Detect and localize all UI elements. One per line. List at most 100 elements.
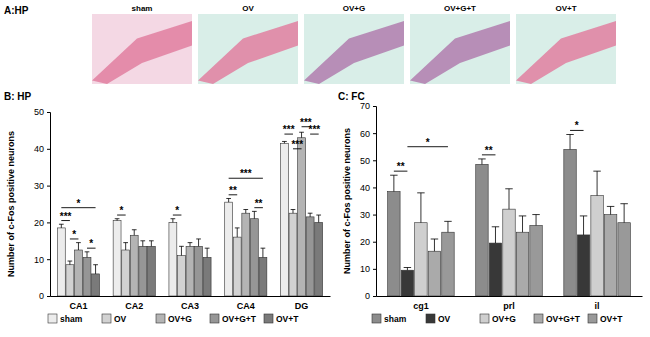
legend-label: sham <box>384 314 407 324</box>
tick-mark <box>47 222 50 223</box>
error-bar <box>620 204 627 223</box>
significance-label: *** <box>309 124 321 135</box>
micrograph-label: OV <box>242 4 254 13</box>
micrograph-bg <box>304 14 404 84</box>
error-bar <box>299 132 304 138</box>
tissue-band <box>516 21 616 84</box>
tissue-band <box>304 21 404 84</box>
bar <box>92 274 100 296</box>
series <box>415 171 604 296</box>
tissue-band <box>410 21 510 84</box>
bar <box>577 235 589 296</box>
axis-line <box>373 107 377 297</box>
legend-label: OV+T <box>600 314 623 324</box>
micrograph-bg <box>198 14 298 84</box>
tick-mark <box>373 133 376 134</box>
bar <box>233 237 241 296</box>
tick-label: 50 <box>34 107 44 117</box>
error-bar <box>188 243 193 247</box>
significance-label: ** <box>229 185 237 196</box>
chart-title: B: HP <box>4 91 32 102</box>
bar <box>280 143 288 296</box>
error-bar <box>252 211 257 218</box>
bar <box>195 246 203 296</box>
tissue-band <box>92 21 192 84</box>
micrograph-label: OV+G+T <box>444 4 476 13</box>
error-bar <box>505 189 512 209</box>
annotations: ****** <box>394 120 584 172</box>
legend-label: OV <box>438 314 451 324</box>
bar <box>66 265 74 296</box>
micrograph: sham <box>92 4 192 84</box>
bar <box>169 222 177 296</box>
legend-swatch <box>210 314 219 323</box>
error-bar <box>85 252 90 258</box>
tick-label: 20 <box>360 237 370 247</box>
bar <box>289 213 297 296</box>
significance-label: *** <box>240 168 252 179</box>
micrograph: OV+G <box>304 4 404 84</box>
legend-label: OV+G <box>492 314 516 324</box>
error-bar <box>282 141 287 143</box>
tick-label: 10 <box>360 264 370 274</box>
tick-mark <box>373 269 376 270</box>
significance-label: * <box>119 205 123 216</box>
error-bar <box>291 210 296 214</box>
tick: 40 <box>360 183 376 193</box>
tick-mark <box>373 160 376 161</box>
axis-line <box>47 113 51 297</box>
tick: CA3 <box>181 296 199 311</box>
error-bar <box>179 246 184 255</box>
y-axis: 010203040506070 <box>360 101 377 301</box>
bar <box>618 223 630 296</box>
significance-label: *** <box>283 124 295 135</box>
bar <box>113 221 121 296</box>
figure: A:HPshamOVOV+GOV+G+TOV+TB: HP01020304050… <box>0 0 650 337</box>
bar <box>591 196 603 296</box>
tick-label: CA4 <box>237 301 255 311</box>
series <box>92 215 323 296</box>
tick: 20 <box>34 218 50 228</box>
error-bar <box>404 268 411 271</box>
tick-mark <box>373 242 376 243</box>
micrograph: OV <box>198 4 298 84</box>
error-bar <box>115 219 120 221</box>
series <box>66 210 297 296</box>
bar <box>83 257 91 296</box>
axis-line <box>51 296 331 297</box>
tick-label: 0 <box>365 291 370 301</box>
tick: 50 <box>34 107 50 117</box>
bar <box>306 217 314 296</box>
bar <box>388 192 400 297</box>
tick: CA4 <box>237 296 255 311</box>
tick-label: 20 <box>34 218 44 228</box>
legend-swatch <box>48 314 57 323</box>
chart: C: FC010203040506070cg1prlilNumber of c-… <box>338 91 643 324</box>
series <box>442 204 631 296</box>
error-bar <box>226 198 231 202</box>
bar <box>139 246 147 296</box>
tick: 30 <box>360 210 376 220</box>
tick-mark <box>47 296 50 297</box>
tick-mark <box>373 106 376 107</box>
significance-label: * <box>76 198 80 209</box>
bar <box>186 246 194 296</box>
error-bar <box>196 239 201 246</box>
legend-label: OV <box>114 314 127 324</box>
bar <box>250 219 258 296</box>
error-bar <box>316 215 321 222</box>
error-bar <box>243 210 248 214</box>
significance-label: * <box>426 137 430 148</box>
tick: 0 <box>39 291 50 301</box>
bar <box>489 243 501 296</box>
y-axis-title: Number of c-Fos positive neurons <box>6 131 16 277</box>
tick-label: 0 <box>39 291 44 301</box>
significance-label: *** <box>291 139 303 150</box>
error-bar <box>261 248 266 257</box>
error-bar <box>76 243 81 250</box>
micrograph-bg <box>516 14 616 84</box>
error-bar <box>431 239 438 251</box>
error-bar <box>68 261 73 265</box>
tick: prl <box>503 296 515 311</box>
legend-swatch <box>588 314 597 323</box>
